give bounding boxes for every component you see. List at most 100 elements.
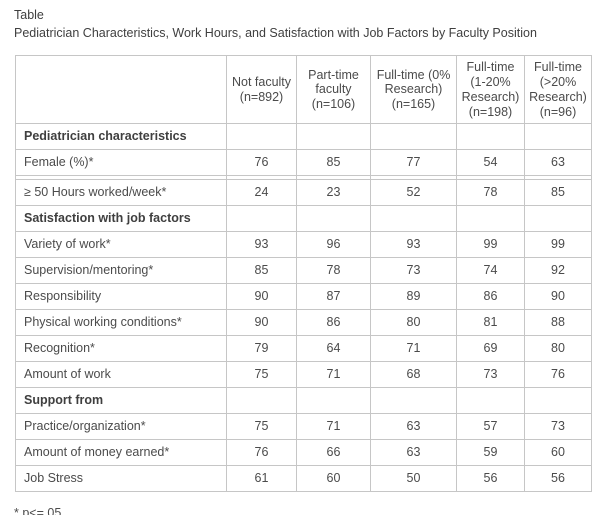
column-header-full-time-1-20: Full-time (1-20% Research) (n=198) <box>456 55 525 125</box>
cell-value: 56 <box>524 465 592 493</box>
cell-value: 60 <box>524 439 592 467</box>
row-label: Responsibility <box>15 283 227 311</box>
column-header-not-faculty: Not faculty (n=892) <box>226 55 297 125</box>
cell-value <box>456 123 525 151</box>
cell-value: 74 <box>456 257 525 285</box>
column-header-part-time: Part-time faculty (n=106) <box>296 55 371 125</box>
cell-value <box>370 205 457 233</box>
table-row: ≥ 50 Hours worked/week* 24 23 52 78 85 <box>15 179 592 207</box>
table-row: Responsibility 90 87 89 86 90 <box>15 283 592 311</box>
header-row: Not faculty (n=892) Part-time faculty (n… <box>15 55 592 125</box>
row-label: Amount of work <box>15 361 227 389</box>
row-label: Satisfaction with job factors <box>15 205 227 233</box>
cell-value: 79 <box>226 335 297 363</box>
pediatrician-table: Not faculty (n=892) Part-time faculty (n… <box>15 55 592 493</box>
cell-value: 23 <box>296 179 371 207</box>
section-row: Satisfaction with job factors <box>15 205 592 233</box>
cell-value: 75 <box>226 413 297 441</box>
cell-value: 24 <box>226 179 297 207</box>
cell-value: 64 <box>296 335 371 363</box>
cell-value <box>296 123 371 151</box>
table-row: Job Stress 61 60 50 56 56 <box>15 465 592 493</box>
cell-value: 71 <box>296 413 371 441</box>
cell-value: 89 <box>370 283 457 311</box>
table-row: Amount of work 75 71 68 73 76 <box>15 361 592 389</box>
cell-value <box>524 387 592 415</box>
column-header-full-time-0: Full-time (0% Research) (n=165) <box>370 55 457 125</box>
cell-value: 86 <box>456 283 525 311</box>
table-row: Supervision/mentoring* 85 78 73 74 92 <box>15 257 592 285</box>
cell-value: 96 <box>296 231 371 259</box>
cell-value: 90 <box>226 283 297 311</box>
table-label: Table <box>14 8 44 22</box>
cell-value: 69 <box>456 335 525 363</box>
cell-value <box>456 387 525 415</box>
column-header-full-time-gt20: Full-time (>20% Research) (n=96) <box>524 55 592 125</box>
column-header-empty <box>15 55 227 125</box>
cell-value: 52 <box>370 179 457 207</box>
cell-value: 80 <box>370 309 457 337</box>
table-body: Pediatrician characteristics Female (%)* 7… <box>15 123 592 493</box>
cell-value: 90 <box>226 309 297 337</box>
cell-value <box>296 205 371 233</box>
cell-value: 81 <box>456 309 525 337</box>
cell-value: 54 <box>456 149 525 177</box>
cell-value <box>370 123 457 151</box>
table-row: Recognition* 79 64 71 69 80 <box>15 335 592 363</box>
cell-value: 99 <box>456 231 525 259</box>
footnote: * p<=.05 <box>14 506 62 515</box>
cell-value: 73 <box>370 257 457 285</box>
cell-value: 86 <box>296 309 371 337</box>
cell-value: 61 <box>226 465 297 493</box>
cell-value: 87 <box>296 283 371 311</box>
cell-value: 73 <box>456 361 525 389</box>
table-row: Female (%)* 76 85 77 54 63 <box>15 149 592 177</box>
cell-value: 99 <box>524 231 592 259</box>
section-row: Pediatrician characteristics <box>15 123 592 151</box>
cell-value: 77 <box>370 149 457 177</box>
cell-value: 85 <box>296 149 371 177</box>
cell-value: 66 <box>296 439 371 467</box>
row-label: Physical working conditions* <box>15 309 227 337</box>
cell-value <box>226 205 297 233</box>
cell-value: 68 <box>370 361 457 389</box>
cell-value: 85 <box>524 179 592 207</box>
cell-value: 88 <box>524 309 592 337</box>
row-label: Practice/organization* <box>15 413 227 441</box>
cell-value: 73 <box>524 413 592 441</box>
cell-value: 56 <box>456 465 525 493</box>
cell-value: 78 <box>296 257 371 285</box>
cell-value: 85 <box>226 257 297 285</box>
cell-value <box>370 387 457 415</box>
row-label: Recognition* <box>15 335 227 363</box>
cell-value: 59 <box>456 439 525 467</box>
cell-value: 50 <box>370 465 457 493</box>
table-row: Physical working conditions* 90 86 80 81 88 <box>15 309 592 337</box>
row-label: ≥ 50 Hours worked/week* <box>15 179 227 207</box>
cell-value <box>524 123 592 151</box>
cell-value: 76 <box>226 439 297 467</box>
table-row: Practice/organization* 75 71 63 57 73 <box>15 413 592 441</box>
cell-value: 63 <box>370 439 457 467</box>
cell-value: 60 <box>296 465 371 493</box>
cell-value: 90 <box>524 283 592 311</box>
cell-value <box>524 205 592 233</box>
cell-value: 57 <box>456 413 525 441</box>
cell-value: 71 <box>296 361 371 389</box>
cell-value: 75 <box>226 361 297 389</box>
cell-value: 63 <box>370 413 457 441</box>
row-label: Pediatrician characteristics <box>15 123 227 151</box>
row-label: Variety of work* <box>15 231 227 259</box>
table-row: Variety of work* 93 96 93 99 99 <box>15 231 592 259</box>
cell-value: 71 <box>370 335 457 363</box>
cell-value: 93 <box>370 231 457 259</box>
page-title: Pediatrician Characteristics, Work Hours… <box>14 26 537 41</box>
section-row: Support from <box>15 387 592 415</box>
cell-value <box>296 387 371 415</box>
table-row: Amount of money earned* 76 66 63 59 60 <box>15 439 592 467</box>
cell-value: 78 <box>456 179 525 207</box>
row-label: Amount of money earned* <box>15 439 227 467</box>
cell-value: 76 <box>524 361 592 389</box>
row-label: Job Stress <box>15 465 227 493</box>
cell-value: 93 <box>226 231 297 259</box>
